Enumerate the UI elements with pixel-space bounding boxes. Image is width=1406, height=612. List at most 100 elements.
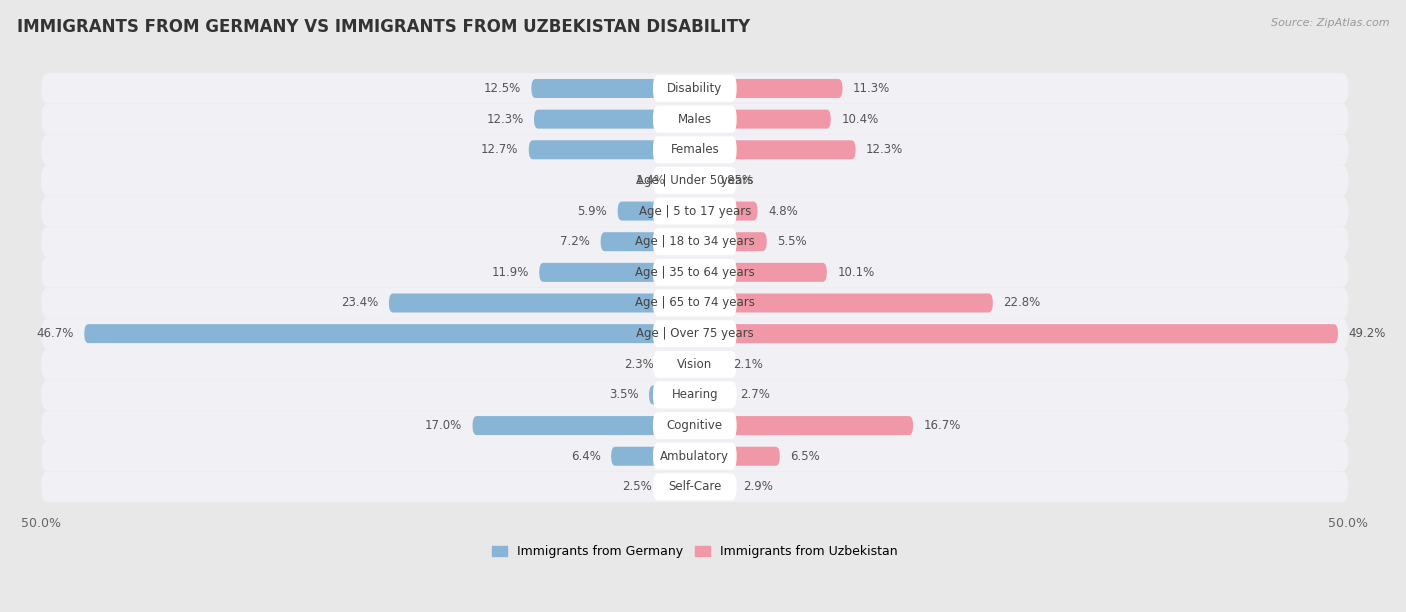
Text: Age | 65 to 74 years: Age | 65 to 74 years bbox=[636, 296, 755, 310]
Text: 12.5%: 12.5% bbox=[484, 82, 520, 95]
Text: 1.4%: 1.4% bbox=[636, 174, 666, 187]
Text: Age | Over 75 years: Age | Over 75 years bbox=[636, 327, 754, 340]
Text: 11.9%: 11.9% bbox=[491, 266, 529, 279]
Text: 5.9%: 5.9% bbox=[578, 204, 607, 217]
Text: 10.1%: 10.1% bbox=[838, 266, 875, 279]
Text: Self-Care: Self-Care bbox=[668, 480, 721, 493]
FancyBboxPatch shape bbox=[652, 412, 737, 439]
FancyBboxPatch shape bbox=[41, 73, 1348, 104]
FancyBboxPatch shape bbox=[695, 201, 758, 220]
FancyBboxPatch shape bbox=[695, 477, 733, 496]
FancyBboxPatch shape bbox=[695, 447, 780, 466]
Text: 10.4%: 10.4% bbox=[841, 113, 879, 125]
Text: Ambulatory: Ambulatory bbox=[661, 450, 730, 463]
Text: 2.9%: 2.9% bbox=[744, 480, 773, 493]
FancyBboxPatch shape bbox=[612, 447, 695, 466]
Text: 2.5%: 2.5% bbox=[621, 480, 651, 493]
Text: Cognitive: Cognitive bbox=[666, 419, 723, 432]
FancyBboxPatch shape bbox=[41, 410, 1348, 441]
FancyBboxPatch shape bbox=[472, 416, 695, 435]
FancyBboxPatch shape bbox=[676, 171, 695, 190]
Text: Age | 18 to 34 years: Age | 18 to 34 years bbox=[636, 235, 755, 248]
Text: 12.7%: 12.7% bbox=[481, 143, 519, 156]
Legend: Immigrants from Germany, Immigrants from Uzbekistan: Immigrants from Germany, Immigrants from… bbox=[486, 540, 903, 563]
Text: 3.5%: 3.5% bbox=[609, 389, 638, 401]
Text: 12.3%: 12.3% bbox=[486, 113, 523, 125]
FancyBboxPatch shape bbox=[529, 140, 695, 159]
FancyBboxPatch shape bbox=[652, 167, 737, 194]
FancyBboxPatch shape bbox=[41, 165, 1348, 196]
Text: 49.2%: 49.2% bbox=[1348, 327, 1386, 340]
Text: 12.3%: 12.3% bbox=[866, 143, 903, 156]
Text: 2.1%: 2.1% bbox=[733, 358, 762, 371]
FancyBboxPatch shape bbox=[540, 263, 695, 282]
Text: 46.7%: 46.7% bbox=[37, 327, 75, 340]
FancyBboxPatch shape bbox=[695, 324, 1339, 343]
FancyBboxPatch shape bbox=[695, 232, 766, 251]
Text: 4.8%: 4.8% bbox=[768, 204, 797, 217]
FancyBboxPatch shape bbox=[41, 257, 1348, 288]
FancyBboxPatch shape bbox=[389, 294, 695, 313]
Text: 7.2%: 7.2% bbox=[561, 235, 591, 248]
FancyBboxPatch shape bbox=[695, 140, 856, 159]
FancyBboxPatch shape bbox=[652, 106, 737, 133]
FancyBboxPatch shape bbox=[695, 263, 827, 282]
Text: Vision: Vision bbox=[678, 358, 713, 371]
Text: 23.4%: 23.4% bbox=[342, 296, 378, 310]
Text: 6.5%: 6.5% bbox=[790, 450, 820, 463]
FancyBboxPatch shape bbox=[652, 198, 737, 225]
FancyBboxPatch shape bbox=[617, 201, 695, 220]
Text: Age | 35 to 64 years: Age | 35 to 64 years bbox=[636, 266, 755, 279]
Text: IMMIGRANTS FROM GERMANY VS IMMIGRANTS FROM UZBEKISTAN DISABILITY: IMMIGRANTS FROM GERMANY VS IMMIGRANTS FR… bbox=[17, 18, 749, 36]
FancyBboxPatch shape bbox=[652, 259, 737, 286]
FancyBboxPatch shape bbox=[652, 474, 737, 501]
FancyBboxPatch shape bbox=[652, 136, 737, 163]
Text: Males: Males bbox=[678, 113, 711, 125]
FancyBboxPatch shape bbox=[531, 79, 695, 98]
FancyBboxPatch shape bbox=[600, 232, 695, 251]
FancyBboxPatch shape bbox=[695, 386, 730, 405]
FancyBboxPatch shape bbox=[41, 349, 1348, 379]
Text: 6.4%: 6.4% bbox=[571, 450, 600, 463]
FancyBboxPatch shape bbox=[662, 477, 695, 496]
Text: Age | 5 to 17 years: Age | 5 to 17 years bbox=[638, 204, 751, 217]
Text: 22.8%: 22.8% bbox=[1004, 296, 1040, 310]
FancyBboxPatch shape bbox=[652, 75, 737, 102]
FancyBboxPatch shape bbox=[41, 196, 1348, 226]
Text: Hearing: Hearing bbox=[672, 389, 718, 401]
Text: 11.3%: 11.3% bbox=[853, 82, 890, 95]
FancyBboxPatch shape bbox=[695, 171, 706, 190]
FancyBboxPatch shape bbox=[534, 110, 695, 129]
FancyBboxPatch shape bbox=[41, 135, 1348, 165]
Text: 16.7%: 16.7% bbox=[924, 419, 960, 432]
FancyBboxPatch shape bbox=[695, 416, 912, 435]
FancyBboxPatch shape bbox=[41, 379, 1348, 410]
FancyBboxPatch shape bbox=[652, 442, 737, 470]
FancyBboxPatch shape bbox=[695, 79, 842, 98]
FancyBboxPatch shape bbox=[652, 351, 737, 378]
FancyBboxPatch shape bbox=[84, 324, 695, 343]
FancyBboxPatch shape bbox=[41, 472, 1348, 502]
Text: Source: ZipAtlas.com: Source: ZipAtlas.com bbox=[1271, 18, 1389, 28]
FancyBboxPatch shape bbox=[652, 289, 737, 316]
Text: 17.0%: 17.0% bbox=[425, 419, 463, 432]
FancyBboxPatch shape bbox=[695, 355, 723, 374]
FancyBboxPatch shape bbox=[652, 228, 737, 255]
FancyBboxPatch shape bbox=[695, 110, 831, 129]
FancyBboxPatch shape bbox=[41, 441, 1348, 472]
FancyBboxPatch shape bbox=[652, 320, 737, 347]
FancyBboxPatch shape bbox=[665, 355, 695, 374]
Text: 2.7%: 2.7% bbox=[741, 389, 770, 401]
FancyBboxPatch shape bbox=[695, 294, 993, 313]
FancyBboxPatch shape bbox=[41, 318, 1348, 349]
Text: Females: Females bbox=[671, 143, 718, 156]
FancyBboxPatch shape bbox=[41, 104, 1348, 135]
Text: 2.3%: 2.3% bbox=[624, 358, 654, 371]
FancyBboxPatch shape bbox=[41, 288, 1348, 318]
Text: Age | Under 5 years: Age | Under 5 years bbox=[636, 174, 754, 187]
Text: 0.85%: 0.85% bbox=[717, 174, 754, 187]
FancyBboxPatch shape bbox=[652, 381, 737, 408]
Text: 5.5%: 5.5% bbox=[778, 235, 807, 248]
FancyBboxPatch shape bbox=[41, 226, 1348, 257]
FancyBboxPatch shape bbox=[650, 386, 695, 405]
